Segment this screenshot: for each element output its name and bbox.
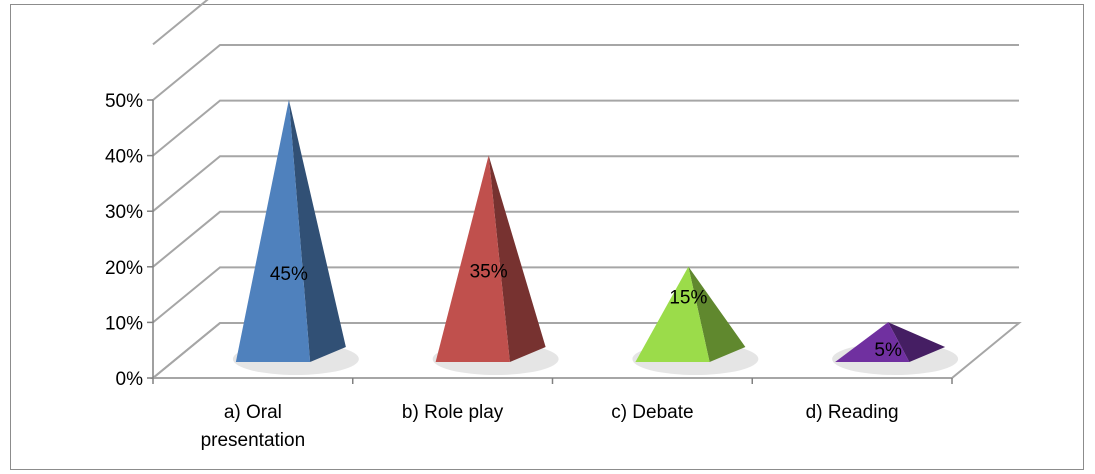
data-label: 15% bbox=[669, 287, 707, 308]
pyramid-front-face bbox=[635, 266, 710, 362]
pyramid-right-face bbox=[288, 99, 346, 363]
gridlines bbox=[152, 0, 1019, 379]
y-tick-label: 30% bbox=[105, 202, 143, 223]
data-label: 35% bbox=[470, 262, 508, 283]
axes bbox=[147, 99, 953, 384]
y-tick-label: 20% bbox=[105, 258, 143, 279]
gridline bbox=[152, 44, 1019, 101]
y-tick-label: 50% bbox=[105, 91, 143, 112]
data-label: 5% bbox=[874, 340, 902, 361]
pyramid-right-face bbox=[688, 266, 746, 362]
pyramid-front-face bbox=[835, 322, 910, 362]
pyramid bbox=[632, 266, 759, 375]
pyramids bbox=[232, 99, 959, 375]
gridline bbox=[152, 155, 1019, 212]
y-tick-labels: 0% 10% 20% 30% 40% 50% bbox=[105, 91, 143, 390]
gridline bbox=[152, 210, 1019, 268]
y-tick-label: 40% bbox=[105, 147, 143, 168]
gridline bbox=[152, 322, 1019, 379]
pyramid bbox=[432, 155, 559, 375]
gridline bbox=[152, 266, 1019, 324]
pyramid bbox=[832, 322, 959, 375]
data-labels: 45% 35% 15% 5% bbox=[270, 262, 902, 361]
category-label: a) Oral bbox=[224, 402, 282, 423]
y-tick-label: 0% bbox=[116, 369, 144, 390]
pyramid-right-face bbox=[888, 322, 946, 362]
pyramid-right-face bbox=[488, 155, 546, 362]
category-label: b) Role play bbox=[402, 402, 504, 423]
gridline bbox=[152, 99, 1019, 157]
category-label: presentation bbox=[201, 430, 306, 451]
category-label: d) Reading bbox=[806, 402, 899, 423]
pyramid-front-face bbox=[435, 155, 510, 362]
y-tick-label: 10% bbox=[105, 313, 143, 334]
data-label: 45% bbox=[270, 264, 308, 285]
category-label: c) Debate bbox=[611, 402, 693, 423]
category-labels: a) Oral presentation b) Role play c) Debate… bbox=[201, 402, 899, 451]
pyramid-front-face bbox=[235, 99, 311, 363]
gridline bbox=[152, 0, 209, 46]
pyramid bbox=[232, 99, 359, 375]
